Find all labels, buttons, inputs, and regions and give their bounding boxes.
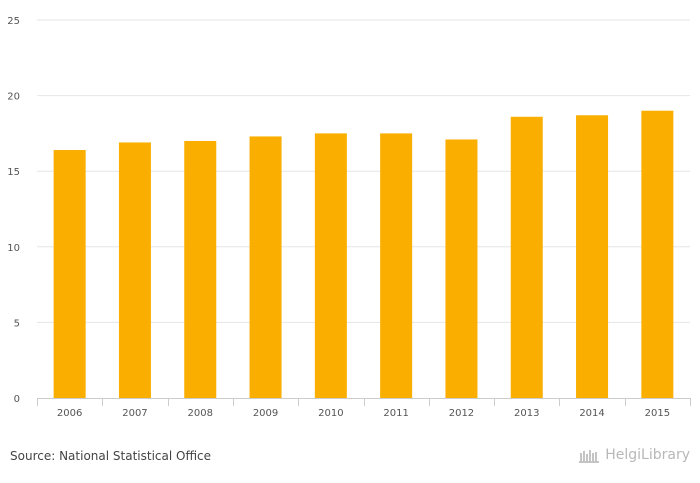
bar-2012[interactable] (445, 139, 478, 398)
y-tick-label: 0 (14, 394, 20, 405)
bar-2009[interactable] (249, 136, 282, 398)
bar-2013[interactable] (510, 116, 543, 398)
x-tick-label: 2009 (253, 408, 278, 419)
bar-2015[interactable] (641, 110, 674, 398)
bar-2014[interactable] (576, 115, 609, 399)
brand-logo[interactable]: HelgiLibrary (579, 447, 690, 463)
x-axis: 2006 2007 2008 2009 2010 2011 2012 2013 2014 2015 (37, 398, 691, 419)
library-icon (579, 450, 600, 463)
y-tick-label: 10 (7, 243, 20, 254)
source-note: Source: National Statistical Office (10, 449, 212, 463)
x-tick-label: 2008 (188, 408, 213, 419)
x-tick-label: 2011 (383, 408, 408, 419)
bar-2010[interactable] (314, 133, 347, 398)
y-tick-label: 20 (7, 92, 20, 103)
bar-2008[interactable] (184, 140, 217, 398)
x-tick-label: 2006 (57, 408, 82, 419)
x-tick-label: 2015 (645, 408, 670, 419)
bar-2011[interactable] (380, 133, 413, 398)
x-tick-label: 2012 (449, 408, 474, 419)
x-tick-label: 2010 (318, 408, 343, 419)
x-tick-label: 2013 (514, 408, 539, 419)
bars (53, 110, 674, 399)
bar-2007[interactable] (118, 142, 151, 398)
y-tick-label: 5 (14, 318, 20, 329)
x-tick-label: 2014 (579, 408, 604, 419)
y-tick-label: 25 (7, 16, 20, 27)
bar-2006[interactable] (53, 150, 86, 398)
y-tick-label: 15 (7, 167, 20, 178)
brand-name: HelgiLibrary (605, 447, 690, 463)
x-tick-label: 2007 (122, 408, 147, 419)
y-axis-ticks: 0 5 10 15 20 25 (7, 16, 20, 405)
